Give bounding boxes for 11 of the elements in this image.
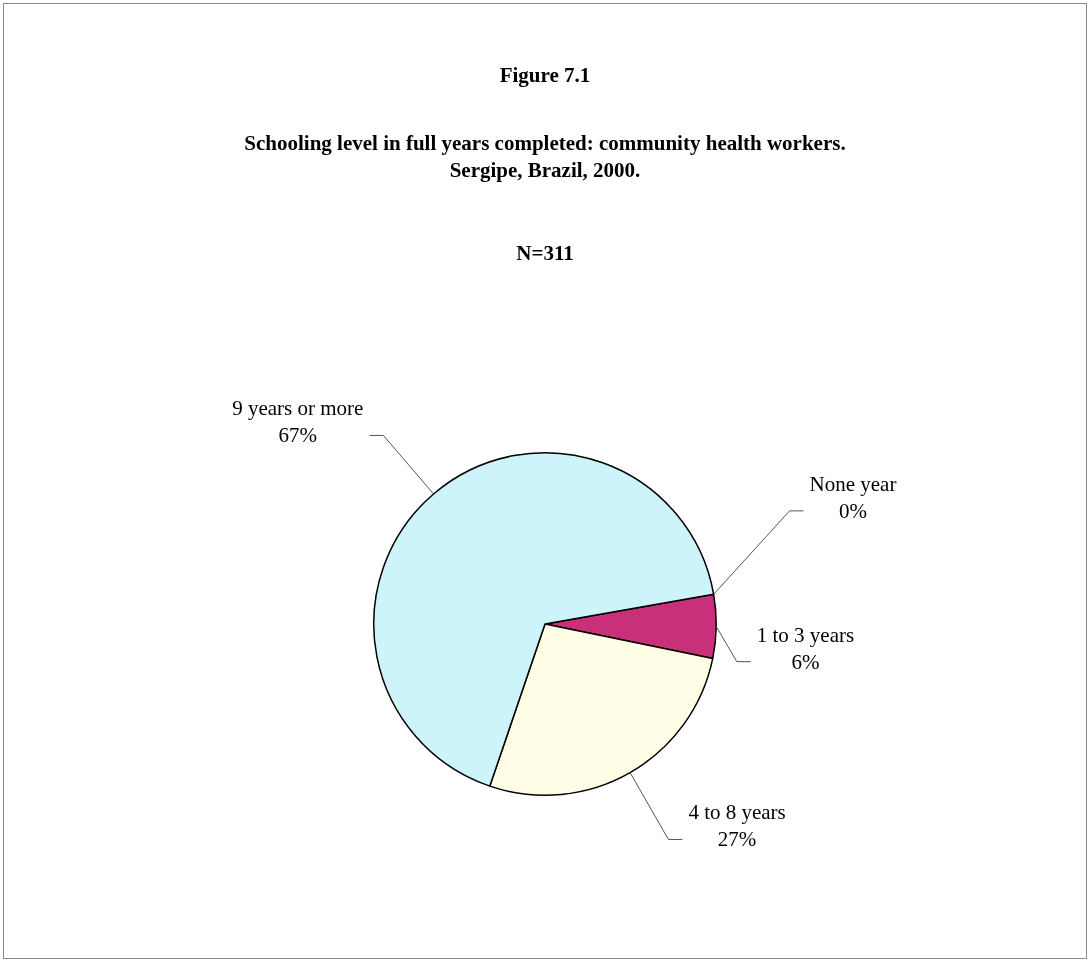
data-label: 6% (791, 649, 820, 674)
slice-label: 9 years or more (232, 396, 364, 421)
data-label: 27% (717, 827, 757, 852)
slice-label: 1 to 3 years (756, 622, 855, 647)
text: N=311 (515, 240, 575, 267)
category-label: None year (809, 471, 897, 496)
chart-subtitle: Schooling level in full years completed: community health workers. Sergipe, Brazil, 2000. (243, 130, 847, 185)
data-label: 67% (278, 423, 318, 448)
slice-label: 4 to 8 years (688, 800, 786, 825)
chart-title: Figure 7.1 (498, 62, 592, 89)
text: 0% (838, 498, 867, 523)
